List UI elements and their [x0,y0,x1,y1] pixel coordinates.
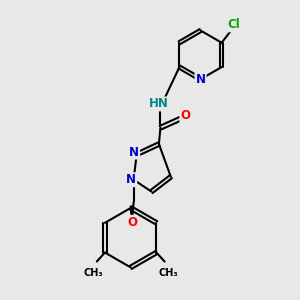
Text: O: O [180,109,190,122]
Text: N: N [129,146,139,159]
Text: O: O [127,216,137,229]
Text: HN: HN [149,98,169,110]
Text: N: N [126,173,136,186]
Text: N: N [196,73,206,86]
Text: CH₃: CH₃ [158,268,178,278]
Text: CH₃: CH₃ [83,268,103,278]
Text: Cl: Cl [227,18,240,32]
